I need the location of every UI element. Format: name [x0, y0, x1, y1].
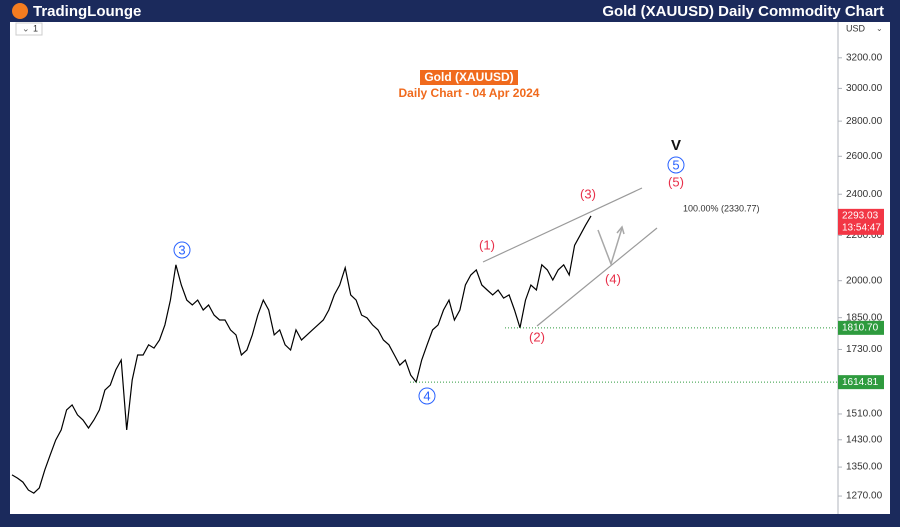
trendline — [536, 227, 658, 327]
price-label-box — [838, 375, 884, 390]
price-label-box — [838, 208, 884, 235]
annotation-subtitle: Daily Chart - 04 Apr 2024 — [399, 86, 540, 100]
wave-label: (2) — [529, 329, 545, 344]
y-tick-label: 1430.00 — [846, 434, 883, 445]
price-line — [11, 215, 592, 494]
y-tick-label: 1270.00 — [846, 491, 883, 502]
y-tick-label: 1850.00 — [846, 312, 883, 323]
y-tick-label: 3200.00 — [846, 52, 883, 63]
wave-circle — [667, 156, 685, 174]
price-label: 1614.81 — [842, 377, 879, 388]
y-tick-label: 1350.00 — [846, 462, 883, 473]
y-tick-label: 2000.00 — [846, 275, 883, 286]
wave-label: (4) — [605, 271, 621, 286]
interval-box — [15, 22, 43, 36]
y-tick-label: 1730.00 — [846, 344, 883, 355]
wave-label: 4 — [423, 388, 430, 403]
wave-circle — [418, 387, 436, 405]
y-tick-label: 3000.00 — [846, 83, 883, 94]
interval-caret: ⌄ — [22, 23, 30, 33]
projection-arrow — [597, 227, 623, 267]
unit-caret: ⌄ — [876, 24, 883, 33]
logo-icon — [12, 3, 28, 19]
wave-circle — [173, 241, 191, 259]
arrow-head — [616, 225, 625, 235]
trendline — [482, 187, 643, 263]
annotation-title: Gold (XAUUSD) — [424, 70, 513, 84]
price-label: 2293.03 — [842, 210, 879, 221]
wave-label: (5) — [668, 174, 684, 189]
countdown: 13:54:47 — [842, 222, 881, 233]
y-tick-label: 1510.00 — [846, 409, 883, 420]
wave-label: 5 — [672, 157, 679, 172]
plot-background — [10, 22, 890, 514]
logo: TradingLounge — [33, 3, 141, 20]
y-tick-label: 2800.00 — [846, 116, 883, 127]
wave-label: (3) — [580, 186, 596, 201]
header-title: Gold (XAUUSD) Daily Commodity Chart — [602, 3, 884, 20]
fib-label: 100.00% (2330.77) — [683, 203, 760, 213]
interval: 1 — [33, 23, 38, 33]
y-tick-label: 2600.00 — [846, 151, 883, 162]
wave-label: (1) — [479, 237, 495, 252]
price-label: 1810.70 — [842, 322, 879, 333]
annotation-box — [420, 70, 518, 85]
y-tick-label: 2200.00 — [846, 230, 883, 241]
wave-label: 3 — [178, 242, 185, 257]
y-tick-label: 2400.00 — [846, 189, 883, 200]
axis-unit: USD — [846, 23, 866, 33]
price-label-box — [838, 320, 884, 335]
wave-label: V — [671, 137, 681, 154]
